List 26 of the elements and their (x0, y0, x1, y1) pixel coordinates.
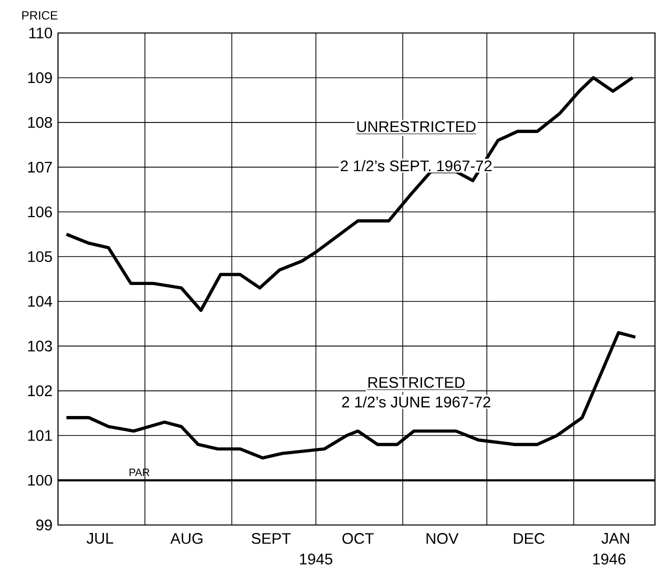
annotation: 2 1/2’s SEPT. 1967-72 (340, 160, 492, 172)
y-tick-label: 105 (28, 251, 52, 262)
y-tick-label: 102 (28, 385, 52, 396)
x-tick-label: JAN (602, 533, 629, 544)
y-tick-label: 100 (28, 474, 52, 486)
x-tick-label: AUG (170, 533, 202, 544)
y-tick-label: 109 (28, 72, 52, 84)
y-tick-label: 99 (36, 520, 52, 530)
y-axis-title: PRICE (22, 11, 58, 20)
annotation: 2 1/2’s JUNE 1967-72 (342, 396, 490, 408)
text: 1945 (300, 554, 332, 564)
x-tick-label: NOV (426, 533, 459, 544)
y-tick-label: 108 (28, 117, 52, 128)
series-label: UNRESTRICTED (357, 121, 476, 132)
y-tick-label: 107 (28, 162, 52, 173)
y-tick-label: 106 (28, 206, 52, 218)
text: RESTRICTED (368, 377, 464, 388)
x-tick-label: DEC (514, 533, 544, 544)
y-tick-label: 103 (28, 340, 52, 352)
y-tick-label: 110 (29, 28, 52, 38)
x-tick-label: JUL (86, 533, 114, 544)
x-tick-label: SEPT (252, 533, 291, 544)
y-tick-label: 104 (28, 296, 52, 307)
x-tick-label: OCT (342, 533, 374, 544)
text: 1946 (593, 554, 626, 564)
y-tick-label: 101 (28, 430, 52, 441)
